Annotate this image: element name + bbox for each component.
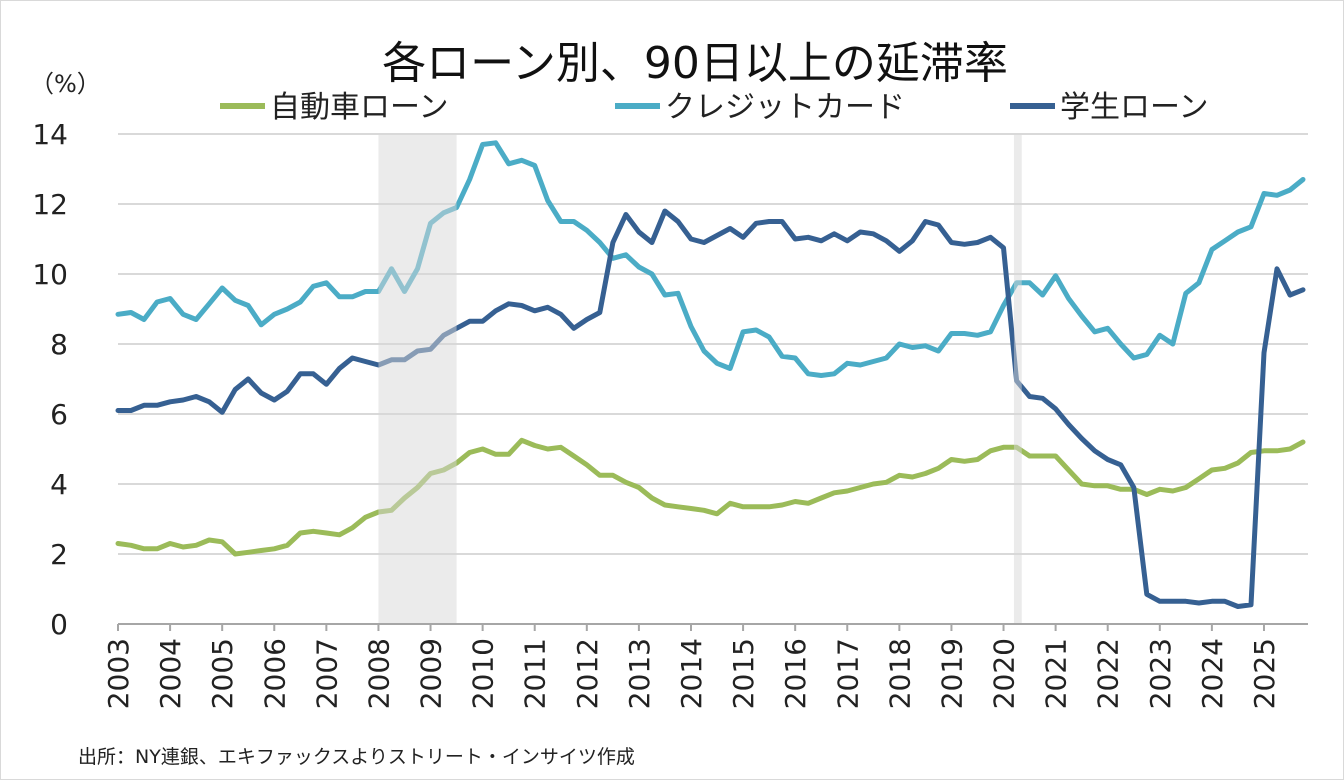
legend-label: クレジットカード bbox=[665, 90, 905, 125]
x-tick-label: 2006 bbox=[258, 638, 291, 709]
x-tick-label: 2012 bbox=[571, 638, 604, 709]
x-tick-label: 2016 bbox=[779, 638, 812, 709]
series-line-3 bbox=[115, 208, 1306, 609]
y-tick-label: 6 bbox=[50, 398, 68, 431]
series-lines bbox=[115, 140, 1306, 609]
x-tick-label: 2011 bbox=[519, 638, 552, 709]
y-axis-unit: （%） bbox=[30, 70, 101, 98]
legend: 自動車ローン クレジットカード 学生ローン bbox=[220, 90, 1209, 125]
y-tick-label: 0 bbox=[50, 608, 68, 641]
y-tick-label: 10 bbox=[32, 258, 68, 291]
y-tick-label: 4 bbox=[50, 468, 68, 501]
legend-label: 学生ローン bbox=[1060, 90, 1209, 125]
x-axis: 2003 2004 2005 2006 2007 2008 2009 2010 2011 2012… bbox=[102, 623, 1308, 709]
y-tick-label: 14 bbox=[32, 118, 68, 151]
x-tick-label: 2021 bbox=[1040, 638, 1073, 709]
x-tick-label: 2004 bbox=[154, 638, 187, 709]
y-tick-label: 12 bbox=[32, 188, 68, 221]
y-tick-label: 8 bbox=[50, 328, 68, 361]
x-tick-label: 2018 bbox=[883, 638, 916, 709]
legend-label: 自動車ローン bbox=[270, 90, 449, 125]
x-tick-label: 2005 bbox=[206, 638, 239, 709]
recession-band bbox=[1013, 135, 1022, 624]
chart-title: 各ローン別、90日以上の延滞率 bbox=[382, 38, 1008, 89]
recession-shading bbox=[378, 135, 1022, 624]
y-axis-ticks: 0 2 4 6 8 10 12 14 bbox=[32, 118, 68, 641]
x-tick-label: 2008 bbox=[362, 638, 395, 709]
x-tick-label: 2010 bbox=[467, 638, 500, 709]
x-tick-label: 2023 bbox=[1144, 638, 1177, 709]
series-line-1 bbox=[115, 437, 1306, 557]
x-tick-label: 2014 bbox=[675, 638, 708, 709]
source-note: 出所：NY連銀、エキファックスよりストリート・インサイツ作成 bbox=[78, 746, 635, 768]
x-tick-label: 2015 bbox=[727, 638, 760, 709]
x-tick-label: 2017 bbox=[831, 638, 864, 709]
gridlines bbox=[118, 133, 1308, 555]
recession-band bbox=[378, 135, 457, 624]
x-tick-label: 2003 bbox=[102, 638, 135, 709]
x-tick-label: 2022 bbox=[1092, 638, 1125, 709]
x-tick-label: 2007 bbox=[310, 638, 343, 709]
x-tick-label: 2009 bbox=[415, 638, 448, 709]
x-tick-label: 2013 bbox=[623, 638, 656, 709]
x-tick-label: 2019 bbox=[935, 638, 968, 709]
y-tick-label: 2 bbox=[50, 538, 68, 571]
x-tick-label: 2020 bbox=[988, 638, 1021, 709]
x-tick-label: 2025 bbox=[1248, 638, 1281, 709]
series-line-2 bbox=[115, 140, 1306, 378]
x-tick-label: 2024 bbox=[1196, 638, 1229, 709]
